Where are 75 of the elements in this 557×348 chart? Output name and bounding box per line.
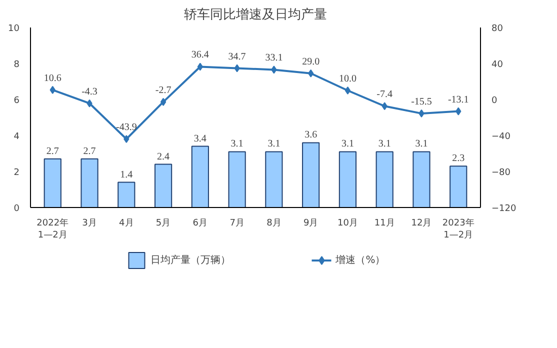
data-label: 29.0 <box>302 56 320 68</box>
data-label: -43.9 <box>116 122 137 134</box>
bar <box>265 151 283 208</box>
data-label: -7.4 <box>376 89 393 100</box>
x-tick-label: 3月 <box>82 218 97 228</box>
y2-tick-label: 80 <box>492 24 504 34</box>
bar <box>44 158 62 208</box>
data-label: -13.1 <box>448 94 469 106</box>
bar <box>338 151 357 208</box>
point <box>382 102 388 110</box>
data-label: 1.4 <box>120 169 133 180</box>
x-tick-label: 8月 <box>266 218 282 228</box>
legend-label: 增速（%） <box>336 254 386 267</box>
bar <box>412 151 430 208</box>
legend-label: 日均产量（万辆） <box>150 254 231 267</box>
bar <box>450 166 468 208</box>
point <box>308 69 314 78</box>
y2-tick-label: −40 <box>492 132 511 142</box>
x-tick-label: 7月 <box>230 218 244 228</box>
data-label: 2.4 <box>157 151 170 162</box>
bar <box>118 182 136 208</box>
point <box>456 107 462 116</box>
point <box>418 109 424 118</box>
y2-tick-label: −80 <box>492 168 511 178</box>
bar <box>302 142 320 208</box>
y-tick-label: 6 <box>14 96 20 106</box>
bar <box>376 151 394 208</box>
bar <box>80 158 98 208</box>
y-tick-label: 0 <box>14 204 20 214</box>
data-label: -2.7 <box>155 84 172 96</box>
data-label: -4.3 <box>82 86 98 98</box>
x-tick-label: 6月 <box>192 218 208 228</box>
y2-tick-label: −120 <box>492 204 516 214</box>
point <box>234 64 240 72</box>
x-tick-label: 12月 <box>411 218 432 228</box>
point <box>160 98 166 106</box>
y-tick-label: 10 <box>8 24 20 34</box>
point <box>271 66 277 74</box>
data-label: 2.7 <box>46 146 59 157</box>
data-label: 2.3 <box>452 153 465 164</box>
data-label: 10.0 <box>338 74 356 84</box>
x-tick-label: 5月 <box>156 218 171 228</box>
x-tick-label: 2022年 1—2月 <box>36 218 69 240</box>
data-label: 34.7 <box>228 51 246 62</box>
data-label: 3.1 <box>230 138 244 150</box>
x-tick-label: 10月 <box>337 218 358 228</box>
data-label: 36.4 <box>191 50 209 61</box>
y2-tick-label: 0 <box>492 96 498 106</box>
data-label: 2.7 <box>83 146 96 157</box>
data-label: 3.1 <box>378 138 391 150</box>
point <box>344 86 351 94</box>
point <box>197 62 204 71</box>
x-tick-label: 2023年 1—2月 <box>442 218 474 240</box>
y2-tick-label: 40 <box>492 60 504 70</box>
data-label: 3.1 <box>415 138 428 150</box>
data-label: -15.5 <box>411 96 432 108</box>
point <box>50 86 56 94</box>
x-tick-label: 4月 <box>119 218 134 228</box>
data-label: 3.4 <box>194 133 206 144</box>
data-label: 10.6 <box>44 72 62 84</box>
bar <box>191 146 209 208</box>
x-tick-label: 11月 <box>374 218 395 228</box>
point <box>86 99 92 108</box>
data-label: 3.6 <box>304 130 318 141</box>
y-tick-label: 2 <box>14 168 20 178</box>
bar <box>228 151 246 208</box>
y-tick-label: 4 <box>14 132 20 142</box>
x-tick-label: 9月 <box>303 218 318 228</box>
bar <box>154 164 172 208</box>
chart-title: 轿车同比增速及日均产量 <box>184 8 327 22</box>
data-label: 3.1 <box>268 138 280 150</box>
point <box>124 135 130 144</box>
data-label: 3.1 <box>341 138 354 150</box>
y-tick-label: 8 <box>14 60 20 70</box>
data-label: 33.1 <box>265 52 283 64</box>
